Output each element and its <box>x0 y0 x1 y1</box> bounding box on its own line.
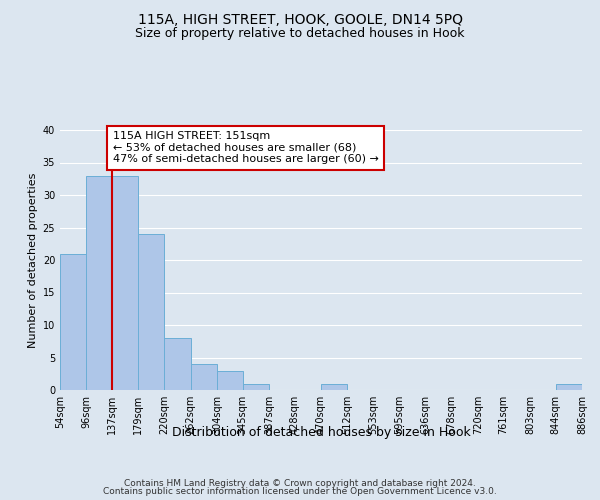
Bar <box>242 384 269 390</box>
Text: 115A HIGH STREET: 151sqm
← 53% of detached houses are smaller (68)
47% of semi-d: 115A HIGH STREET: 151sqm ← 53% of detach… <box>113 132 379 164</box>
Bar <box>60 254 86 390</box>
Bar <box>556 384 582 390</box>
Bar <box>139 234 164 390</box>
Bar <box>217 370 242 390</box>
Text: Size of property relative to detached houses in Hook: Size of property relative to detached ho… <box>135 28 465 40</box>
Y-axis label: Number of detached properties: Number of detached properties <box>28 172 38 348</box>
Bar <box>164 338 191 390</box>
Bar <box>191 364 217 390</box>
Bar <box>86 176 112 390</box>
Text: 115A, HIGH STREET, HOOK, GOOLE, DN14 5PQ: 115A, HIGH STREET, HOOK, GOOLE, DN14 5PQ <box>137 12 463 26</box>
Text: Distribution of detached houses by size in Hook: Distribution of detached houses by size … <box>172 426 470 439</box>
Bar <box>112 176 139 390</box>
Text: Contains public sector information licensed under the Open Government Licence v3: Contains public sector information licen… <box>103 487 497 496</box>
Text: Contains HM Land Registry data © Crown copyright and database right 2024.: Contains HM Land Registry data © Crown c… <box>124 478 476 488</box>
Bar <box>321 384 347 390</box>
